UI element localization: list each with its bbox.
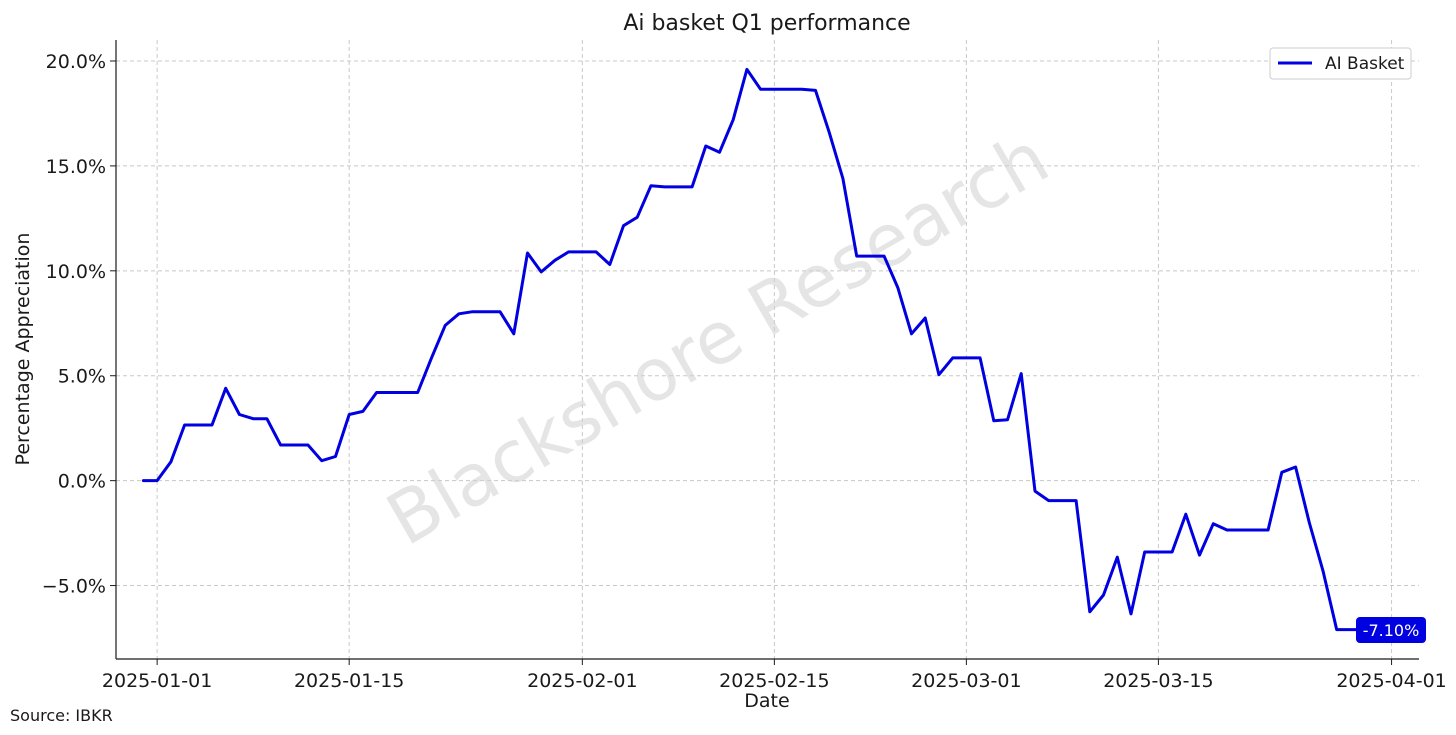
- legend: AI Basket: [1269, 47, 1412, 80]
- grid: [116, 40, 1419, 659]
- y-tick-label: 0.0%: [58, 471, 106, 493]
- x-tick-label: 2025-02-15: [719, 670, 829, 692]
- chart-title: Ai basket Q1 performance: [623, 11, 910, 36]
- x-tick-label: 2025-01-01: [102, 670, 212, 692]
- watermark: Blackshore Research: [373, 115, 1062, 561]
- source-note: Source: IBKR: [10, 706, 113, 725]
- y-tick-label: −5.0%: [42, 576, 106, 598]
- y-tick-label: 10.0%: [46, 261, 106, 283]
- series-line-ai-basket: [141, 67, 1366, 632]
- end-value-badge-bg: [1356, 617, 1426, 643]
- x-tick-label: 2025-01-15: [294, 670, 404, 692]
- x-tick-label: 2025-03-15: [1103, 670, 1213, 692]
- axes: [110, 40, 1419, 665]
- end-value-label: -7.10%: [1363, 621, 1420, 640]
- end-value-badge: -7.10%: [1356, 617, 1426, 643]
- y-tick-label: 15.0%: [46, 156, 106, 178]
- x-tick-label: 2025-02-01: [527, 670, 637, 692]
- y-tick-label: 5.0%: [58, 366, 106, 388]
- tick-labels: 2025-01-01 2025-01-15 2025-02-01 2025-02-15…: [42, 51, 1447, 692]
- y-tick-label: 20.0%: [46, 51, 106, 73]
- x-tick-label: 2025-04-01: [1336, 670, 1446, 692]
- legend-box: [1269, 47, 1412, 80]
- legend-label: AI Basket: [1325, 54, 1405, 74]
- x-tick-label: 2025-03-01: [911, 670, 1021, 692]
- y-axis-title: Percentage Appreciation: [12, 233, 34, 466]
- series-layer: [141, 67, 1366, 632]
- x-axis-title: Date: [744, 690, 789, 712]
